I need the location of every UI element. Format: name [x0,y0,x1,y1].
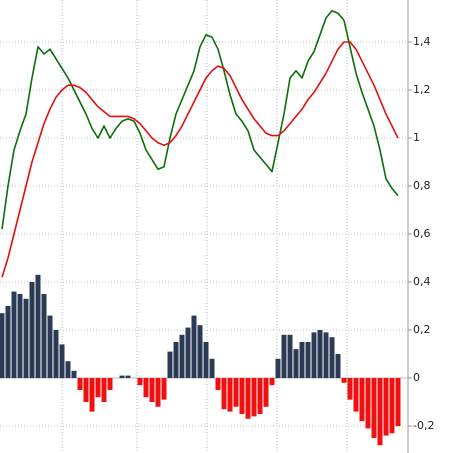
y-tick-label: 0,4 [413,275,431,288]
histogram-bar [203,342,209,378]
histogram-bar [251,378,257,417]
histogram-bar [83,378,89,402]
histogram-bar [377,378,383,446]
y-tick-label: 0,6 [413,227,431,240]
histogram-bar [221,378,227,410]
histogram-bar [35,274,41,378]
y-tick-label: 1,2 [413,83,431,96]
histogram-bar [65,361,71,378]
y-tick-label: 1 [413,131,420,144]
histogram-bar [365,378,371,429]
histogram-bar [0,313,5,378]
line [1,41,399,278]
histogram-bar [71,370,77,378]
histogram-bar [167,351,173,378]
vertical-grid [61,0,348,453]
histogram-bar [59,344,65,378]
histogram-bar [395,378,401,426]
histogram-bar [41,294,47,378]
histogram-bar [329,337,335,378]
histogram-bar [239,378,245,414]
histogram-bar [293,349,299,378]
histogram-bar [305,342,311,378]
histogram-bar [47,315,53,378]
histogram-bar [275,358,281,378]
y-tick-label: -0,2 [413,419,434,432]
histogram-bar [209,358,215,378]
histogram-bar [389,378,395,434]
histogram-bar [89,378,95,412]
histogram-bar [149,378,155,402]
histogram-bar [341,378,347,383]
histogram-bar [23,298,29,378]
histogram-bar [311,332,317,378]
histogram-bar [263,378,269,407]
y-tick-label: 0,8 [413,179,431,192]
histogram-bar [119,375,125,378]
histogram-bar [257,378,263,414]
histogram-bar [179,334,185,378]
histogram-bar [77,378,83,390]
histogram-bar [269,378,275,386]
histogram-bar [173,342,179,378]
histogram-bar [227,378,233,412]
histogram-bar [323,332,329,378]
histogram-bar [299,342,305,378]
histogram-bar [215,378,221,390]
histogram-bar [245,378,251,419]
histogram-bar [233,378,239,407]
histogram-bar [17,294,23,378]
histogram-bar [281,334,287,378]
histogram-bar [287,334,293,378]
histogram-bar [353,378,359,412]
histogram-bar [317,330,323,378]
histogram-bar [383,378,389,436]
histogram-bar [95,378,101,398]
histogram-bar [143,378,149,398]
histogram-bar [137,378,143,386]
histogram-bar [359,378,365,422]
histogram-bar [29,282,35,378]
histogram-bar [11,291,17,378]
histogram-bar [371,378,377,438]
histogram-bar [107,378,113,390]
histogram-bar [161,378,167,400]
histogram-bar [347,378,353,400]
histogram-bar [125,375,131,378]
histogram-bar [5,306,11,378]
histogram-bar [197,325,203,378]
histogram-bar [53,330,59,378]
histogram-bar [335,354,341,378]
y-tick-label: 0,2 [413,323,431,336]
line [1,10,399,230]
histogram-bar [155,378,161,407]
y-tick-label: 0 [413,371,420,384]
histogram-bar [185,327,191,378]
histogram-bar [101,378,107,402]
y-tick-label: 1,4 [413,35,431,48]
histogram-bar [191,315,197,378]
